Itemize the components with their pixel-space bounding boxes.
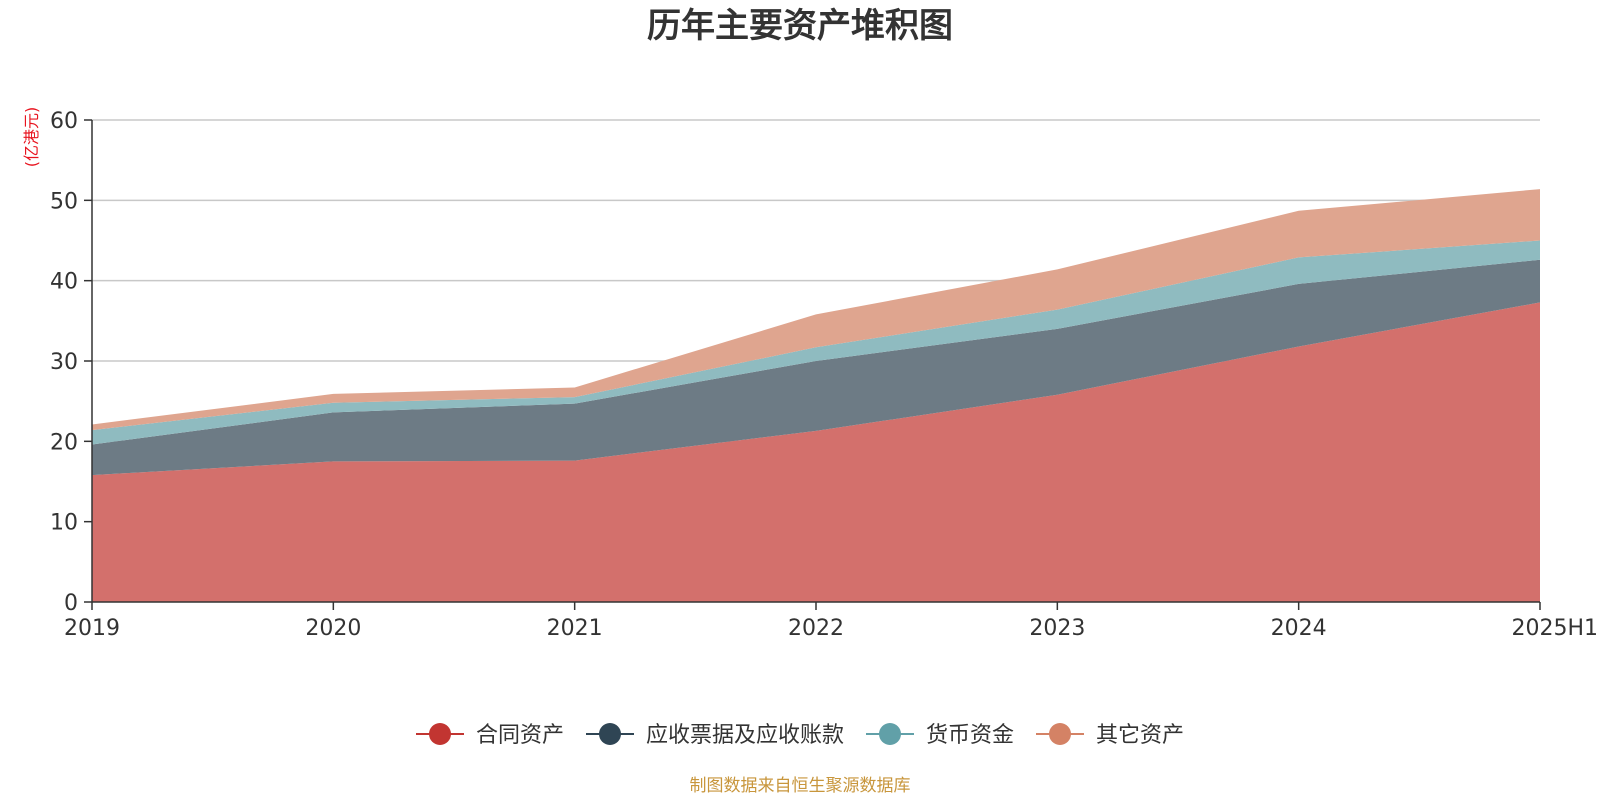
area-series-2 bbox=[92, 240, 1540, 445]
legend-label: 应收票据及应收账款 bbox=[646, 723, 844, 748]
x-tick-label: 2025H1 bbox=[1511, 616, 1598, 641]
legend-item-1[interactable]: 应收票据及应收账款 bbox=[586, 723, 844, 748]
area-series-1 bbox=[92, 259, 1540, 476]
y-tick-label: 30 bbox=[50, 350, 78, 375]
x-tick-label: 2019 bbox=[64, 616, 120, 641]
legend: 合同资产 应收票据及应收账款 货币资金 其它资产 bbox=[416, 723, 1184, 748]
y-tick-label: 50 bbox=[50, 189, 78, 214]
legend-marker bbox=[429, 723, 451, 745]
x-tick-label: 2022 bbox=[788, 616, 844, 641]
axes: 0 10 20 30 40 50 60 2019 2020 2021 2022 2023 2024 202… bbox=[50, 109, 1598, 641]
y-axis-unit-label: (亿港元) bbox=[22, 107, 41, 168]
stacked-areas bbox=[92, 189, 1540, 602]
x-tick-label: 2023 bbox=[1029, 616, 1085, 641]
chart-title: 历年主要资产堆积图 bbox=[647, 6, 953, 46]
y-tick-label: 40 bbox=[50, 270, 78, 295]
legend-marker bbox=[1049, 723, 1071, 745]
legend-item-0[interactable]: 合同资产 bbox=[416, 723, 564, 748]
legend-item-3[interactable]: 其它资产 bbox=[1036, 723, 1184, 748]
y-tick-label: 20 bbox=[50, 430, 78, 455]
area-series-0 bbox=[92, 302, 1540, 602]
x-tick-label: 2020 bbox=[305, 616, 361, 641]
area-series-3 bbox=[92, 189, 1540, 431]
data-source-note: 制图数据来自恒生聚源数据库 bbox=[690, 776, 911, 796]
legend-marker bbox=[879, 723, 901, 745]
legend-item-2[interactable]: 货币资金 bbox=[866, 723, 1014, 748]
x-tick-label: 2021 bbox=[547, 616, 603, 641]
x-tick-label: 2024 bbox=[1271, 616, 1327, 641]
y-tick-label: 10 bbox=[50, 511, 78, 536]
legend-label: 其它资产 bbox=[1096, 723, 1184, 748]
legend-marker bbox=[599, 723, 621, 745]
y-tick-label: 60 bbox=[50, 109, 78, 134]
legend-label: 货币资金 bbox=[926, 723, 1014, 748]
legend-label: 合同资产 bbox=[476, 723, 564, 748]
y-tick-label: 0 bbox=[64, 591, 78, 616]
